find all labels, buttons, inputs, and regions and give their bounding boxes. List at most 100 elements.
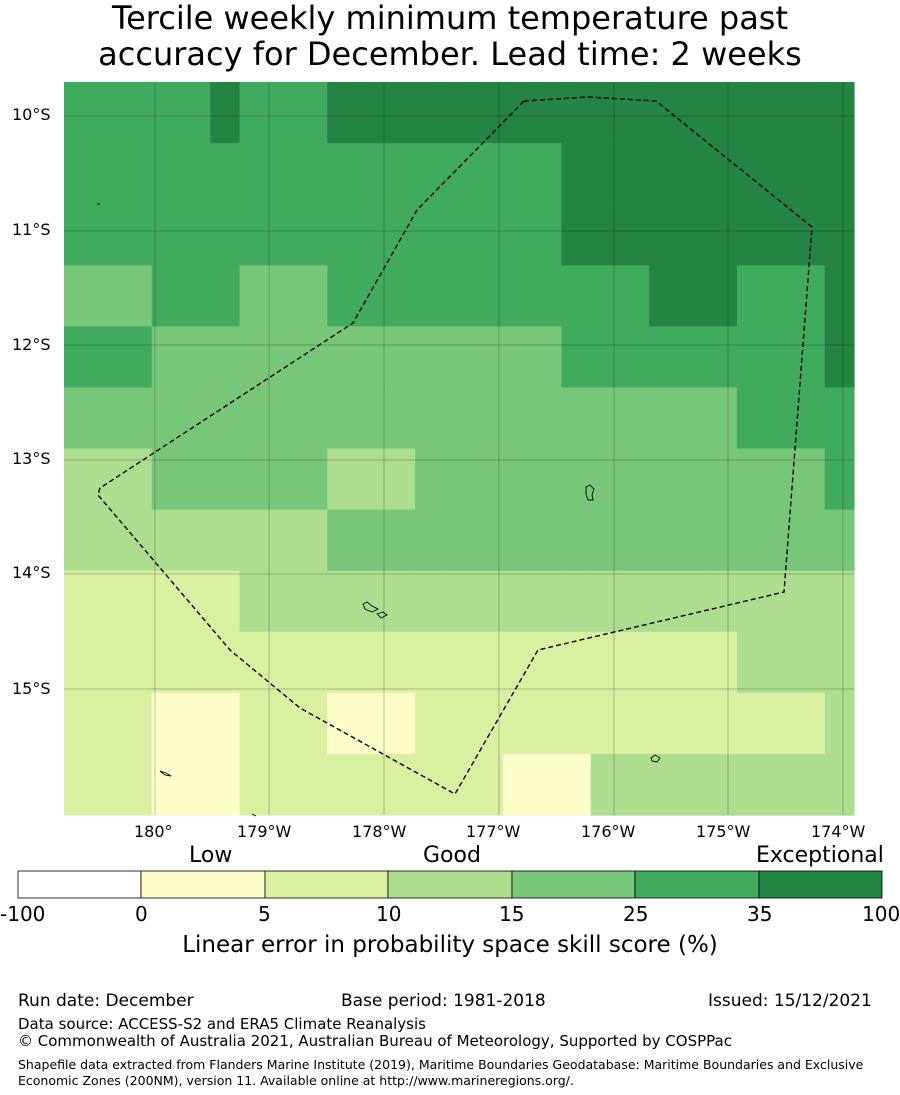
skill-cell xyxy=(181,143,211,205)
skill-cell xyxy=(619,631,650,694)
skill-cell xyxy=(795,509,826,572)
skill-cell xyxy=(151,204,182,266)
skill-cell xyxy=(824,692,855,755)
skill-cell xyxy=(736,265,767,327)
skill-cell xyxy=(824,753,855,816)
skill-cell xyxy=(239,753,270,816)
skill-cell xyxy=(327,143,358,205)
skill-cell xyxy=(210,204,241,266)
island-outlines xyxy=(97,203,661,817)
skill-cell xyxy=(561,143,592,205)
skill-cell xyxy=(678,204,709,266)
skill-cell xyxy=(415,448,445,511)
skill-cell xyxy=(707,448,738,511)
base-period: Base period: 1981-2018 xyxy=(341,991,546,1011)
skill-cell xyxy=(444,509,475,572)
skill-cell xyxy=(93,509,124,572)
skill-cell xyxy=(268,387,299,450)
skill-cell xyxy=(64,82,94,144)
skill-cell xyxy=(707,265,738,327)
colorbar-label: Linear error in probability space skill … xyxy=(182,932,718,958)
skill-cell xyxy=(678,570,709,633)
skill-cell xyxy=(151,143,182,205)
skill-cell xyxy=(385,570,416,633)
skill-cell xyxy=(151,326,182,389)
skill-cell xyxy=(678,265,709,327)
skill-cell xyxy=(385,265,416,327)
skill-cell xyxy=(473,448,504,511)
skill-cell xyxy=(239,448,270,511)
skill-cell xyxy=(736,387,767,450)
skill-cell xyxy=(385,204,416,266)
skill-cell xyxy=(64,570,94,633)
skill-cell xyxy=(795,143,826,205)
skill-cell xyxy=(122,692,153,755)
skill-cell xyxy=(268,143,299,205)
skill-cell xyxy=(824,82,855,144)
skill-cell xyxy=(93,143,124,205)
skill-cell xyxy=(268,204,299,266)
skill-cell xyxy=(736,570,767,633)
skill-cell xyxy=(590,143,621,205)
skill-cell xyxy=(122,448,153,511)
skill-cell xyxy=(678,509,709,572)
skill-cell xyxy=(122,204,153,266)
skill-cell xyxy=(473,265,504,327)
skill-cell xyxy=(444,143,475,205)
skill-cell xyxy=(298,265,328,327)
colorbar-swatch xyxy=(17,870,142,899)
skill-cell xyxy=(268,631,299,694)
skill-cell xyxy=(356,448,387,511)
colorbar-tick: 35 xyxy=(747,902,773,926)
lat-label: 15°S xyxy=(12,679,51,698)
skill-cell xyxy=(766,82,797,144)
skill-cell xyxy=(93,82,124,144)
skill-cell xyxy=(385,143,416,205)
skill-cell xyxy=(444,570,475,633)
skill-cell xyxy=(239,387,270,450)
skill-cell xyxy=(707,570,738,633)
skill-cell xyxy=(561,509,592,572)
skill-cell xyxy=(268,753,299,816)
skill-cell xyxy=(532,753,563,816)
skill-cell xyxy=(619,387,650,450)
skill-cell xyxy=(649,326,680,389)
lon-label: 179°W xyxy=(237,822,292,841)
lat-label: 13°S xyxy=(12,449,51,468)
skill-cell xyxy=(122,326,153,389)
skill-cell xyxy=(561,265,592,327)
skill-cell xyxy=(736,509,767,572)
eez-boundary xyxy=(97,96,813,795)
skill-cell xyxy=(444,204,475,266)
skill-cell xyxy=(210,265,241,327)
chart-title-line2: accuracy for December. Lead time: 2 week… xyxy=(98,35,802,73)
skill-cell xyxy=(298,509,328,572)
skill-cell xyxy=(795,265,826,327)
skill-cell xyxy=(532,387,563,450)
skill-cell xyxy=(356,509,387,572)
skill-cell xyxy=(151,387,182,450)
skill-cell xyxy=(502,265,533,327)
skill-cell xyxy=(444,631,475,694)
skill-cell xyxy=(561,753,592,816)
skill-cell xyxy=(766,509,797,572)
lon-label: 175°W xyxy=(696,822,751,841)
skill-cell xyxy=(444,387,475,450)
skill-cell xyxy=(473,143,504,205)
skill-cell xyxy=(824,387,855,450)
skill-cell xyxy=(385,326,416,389)
skill-cell xyxy=(707,631,738,694)
chart-title-line1: Tercile weekly minimum temperature past xyxy=(111,0,789,37)
skill-cell xyxy=(766,326,797,389)
skill-cell xyxy=(649,448,680,511)
skill-cell xyxy=(532,448,563,511)
skill-cell xyxy=(298,692,328,755)
skill-cell xyxy=(327,753,358,816)
skill-cell xyxy=(824,509,855,572)
skill-cell xyxy=(502,570,533,633)
colorbar-swatch xyxy=(758,870,883,899)
skill-cell xyxy=(824,204,855,266)
skill-cell xyxy=(151,570,182,633)
skill-cell xyxy=(93,326,124,389)
lon-label: 174°W xyxy=(811,822,866,841)
